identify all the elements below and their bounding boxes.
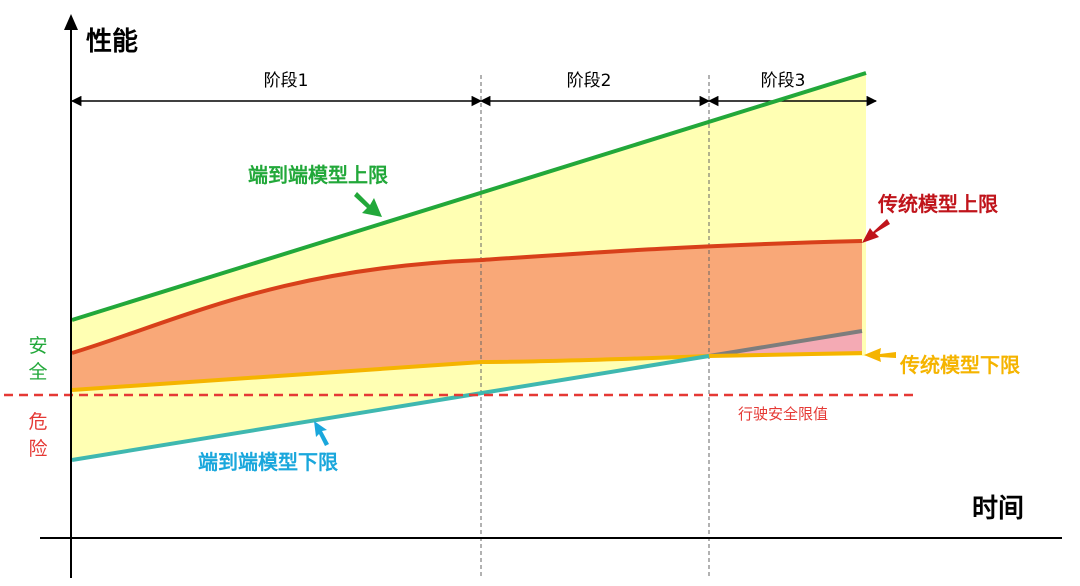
- e2e-lower-pointer-arrow: [314, 421, 329, 446]
- phase-1-label: 阶段1: [264, 71, 309, 91]
- traditional-upper-label: 传统模型上限: [877, 192, 998, 216]
- e2e-upper-pointer-arrow: [354, 192, 382, 217]
- e2e-upper-label: 端到端模型上限: [248, 163, 388, 187]
- x-axis-title: 时间: [972, 494, 1024, 524]
- danger-label-char-1: 危: [28, 411, 47, 433]
- safe-label-char-1: 安: [28, 335, 47, 357]
- traditional-upper-curve: [71, 239, 863, 355]
- y-axis-arrowhead: [64, 14, 78, 30]
- danger-label-char-2: 险: [28, 438, 47, 460]
- e2e-lower-gray-segment: [708, 329, 863, 358]
- e2e-upper-line: [71, 71, 867, 322]
- e2e-lower-label: 端到端模型下限: [198, 450, 338, 474]
- safe-label-char-2: 全: [28, 361, 47, 383]
- traditional-upper-pointer-arrow: [862, 219, 890, 243]
- safety-threshold-label: 行驶安全限值: [738, 405, 828, 423]
- y-axis-title: 性能: [86, 26, 138, 57]
- phase-2-label: 阶段2: [567, 71, 612, 91]
- phase-3-label: 阶段3: [761, 71, 806, 91]
- traditional-lower-curve: [71, 351, 863, 392]
- traditional-lower-label: 传统模型下限: [899, 353, 1020, 377]
- e2e-lower-line: [71, 354, 710, 462]
- traditional-range-band: [72, 241, 862, 390]
- traditional-lower-pointer-arrow: [864, 348, 896, 362]
